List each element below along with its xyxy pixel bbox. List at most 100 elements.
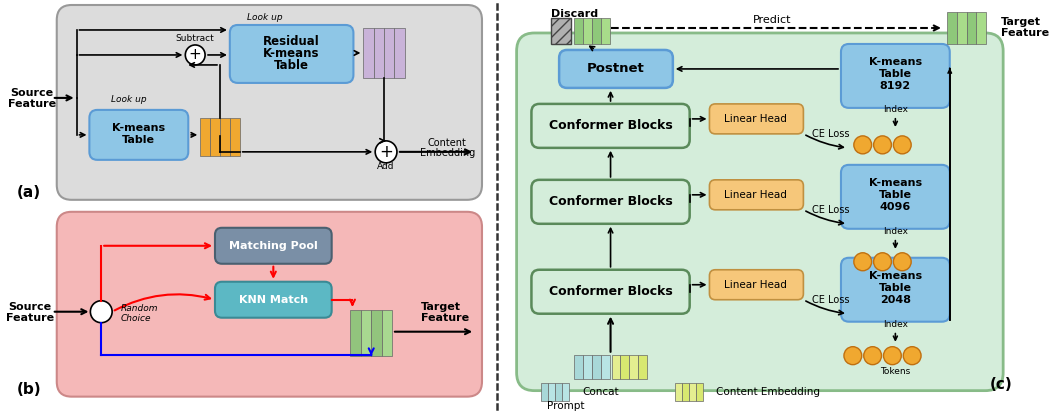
Bar xyxy=(976,12,987,44)
Bar xyxy=(219,118,230,156)
Text: Content Embedding: Content Embedding xyxy=(717,386,820,397)
Bar xyxy=(371,310,382,356)
Bar xyxy=(695,383,703,400)
Text: K-means: K-means xyxy=(869,57,922,67)
Text: Tokens: Tokens xyxy=(880,367,911,376)
Bar xyxy=(374,28,384,78)
Bar xyxy=(542,383,548,400)
Bar xyxy=(612,355,620,379)
Text: Linear Head: Linear Head xyxy=(724,114,788,124)
Text: Feature: Feature xyxy=(8,99,56,109)
Circle shape xyxy=(844,346,862,365)
Text: Predict: Predict xyxy=(753,15,791,25)
FancyBboxPatch shape xyxy=(709,180,803,210)
Bar xyxy=(573,18,583,44)
FancyBboxPatch shape xyxy=(841,44,950,108)
Text: Matching Pool: Matching Pool xyxy=(229,241,318,251)
FancyBboxPatch shape xyxy=(215,282,332,318)
Bar xyxy=(384,28,394,78)
Text: Conformer Blocks: Conformer Blocks xyxy=(549,195,672,208)
Text: Table: Table xyxy=(879,283,912,293)
Circle shape xyxy=(853,136,871,154)
Text: Conformer Blocks: Conformer Blocks xyxy=(549,119,672,132)
Text: Postnet: Postnet xyxy=(586,63,644,75)
Circle shape xyxy=(903,346,921,365)
Text: CE Loss: CE Loss xyxy=(812,129,850,139)
FancyBboxPatch shape xyxy=(215,228,332,264)
FancyBboxPatch shape xyxy=(531,104,690,148)
Circle shape xyxy=(873,136,891,154)
Bar xyxy=(364,28,374,78)
Circle shape xyxy=(894,136,912,154)
Text: CE Loss: CE Loss xyxy=(812,295,850,305)
Text: Linear Head: Linear Head xyxy=(724,280,788,290)
Text: Target: Target xyxy=(421,302,461,312)
Text: Table: Table xyxy=(122,135,156,145)
Text: Table: Table xyxy=(273,59,308,73)
Text: Index: Index xyxy=(883,320,907,329)
Text: (a): (a) xyxy=(17,185,41,200)
Circle shape xyxy=(873,253,891,271)
Text: +: + xyxy=(379,143,393,161)
Text: (c): (c) xyxy=(990,377,1012,392)
Text: K-means: K-means xyxy=(263,47,319,61)
Text: Look up: Look up xyxy=(111,96,146,104)
FancyBboxPatch shape xyxy=(57,212,482,397)
Bar xyxy=(555,383,562,400)
Text: Concat: Concat xyxy=(583,386,619,397)
FancyBboxPatch shape xyxy=(841,165,950,229)
Text: Feature: Feature xyxy=(1002,28,1049,38)
FancyBboxPatch shape xyxy=(516,33,1003,391)
Text: Residual: Residual xyxy=(263,35,319,49)
FancyBboxPatch shape xyxy=(709,104,803,134)
Bar xyxy=(230,118,240,156)
Bar xyxy=(620,355,630,379)
FancyBboxPatch shape xyxy=(709,270,803,300)
Bar xyxy=(551,18,571,44)
Bar xyxy=(562,383,569,400)
Text: Index: Index xyxy=(883,105,907,115)
Bar xyxy=(351,310,360,356)
Text: Discard: Discard xyxy=(551,9,599,19)
FancyBboxPatch shape xyxy=(531,180,690,224)
Text: Table: Table xyxy=(879,190,912,200)
Text: Look up: Look up xyxy=(247,14,282,23)
Bar xyxy=(689,383,695,400)
Text: Subtract: Subtract xyxy=(176,35,214,43)
Bar xyxy=(601,355,610,379)
Bar xyxy=(583,355,591,379)
Circle shape xyxy=(90,301,112,323)
Text: Embedding: Embedding xyxy=(420,148,475,158)
Bar xyxy=(583,18,591,44)
Bar xyxy=(638,355,648,379)
Bar xyxy=(601,18,610,44)
Text: 2048: 2048 xyxy=(880,295,911,305)
FancyBboxPatch shape xyxy=(841,258,950,322)
Text: K-means: K-means xyxy=(869,178,922,188)
Text: Index: Index xyxy=(883,227,907,236)
Text: Target: Target xyxy=(1002,17,1041,27)
Circle shape xyxy=(853,253,871,271)
Text: +: + xyxy=(189,47,201,63)
FancyBboxPatch shape xyxy=(89,110,189,160)
Text: Linear Head: Linear Head xyxy=(724,190,788,200)
Bar xyxy=(957,12,967,44)
Text: 8192: 8192 xyxy=(880,81,911,91)
Text: Prompt: Prompt xyxy=(547,400,585,411)
Bar xyxy=(967,12,976,44)
Bar xyxy=(548,383,555,400)
FancyBboxPatch shape xyxy=(559,50,673,88)
Bar xyxy=(675,383,682,400)
Text: 4096: 4096 xyxy=(880,202,911,212)
Circle shape xyxy=(883,346,901,365)
Text: K-means: K-means xyxy=(112,123,165,133)
Text: Feature: Feature xyxy=(6,313,54,323)
Bar xyxy=(947,12,957,44)
Bar xyxy=(360,310,371,356)
Bar xyxy=(573,355,583,379)
Bar xyxy=(682,383,689,400)
Bar xyxy=(591,18,601,44)
FancyBboxPatch shape xyxy=(531,270,690,314)
Text: KNN Match: KNN Match xyxy=(238,295,307,305)
Text: Source: Source xyxy=(8,302,52,312)
